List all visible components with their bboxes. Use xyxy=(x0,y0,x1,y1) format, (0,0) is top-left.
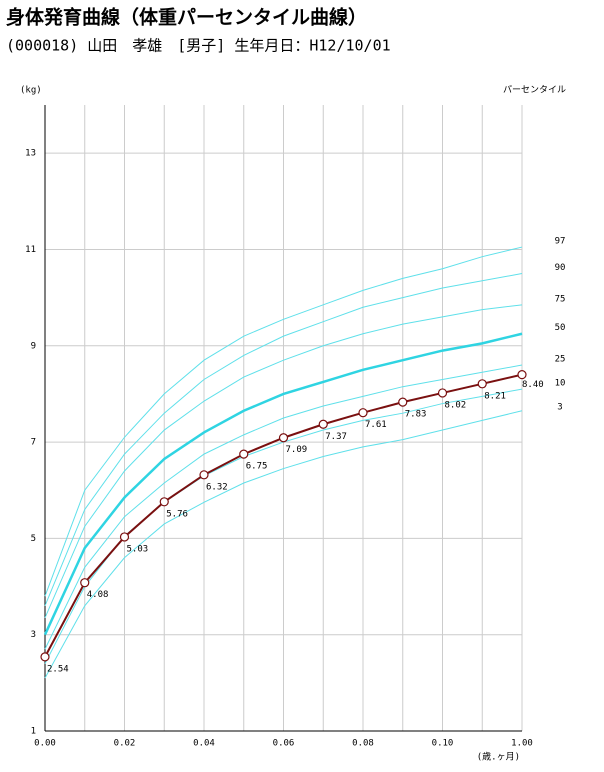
data-point xyxy=(398,397,408,407)
x-tick-label: 0.00 xyxy=(34,739,56,749)
data-label: 7.83 xyxy=(405,410,427,420)
data-point xyxy=(80,578,90,588)
data-label: 5.76 xyxy=(166,509,188,519)
percentile-line xyxy=(44,364,523,650)
data-point xyxy=(358,408,368,418)
data-label: 8.40 xyxy=(522,380,544,390)
y-tick-label: 7 xyxy=(31,438,36,448)
percentile-line xyxy=(44,410,523,679)
chart-title: 身体発育曲線（体重パーセンタイル曲線） xyxy=(6,6,367,29)
x-tick-label: 0.04 xyxy=(193,739,215,749)
chart-subtitle: (000018) 山田 孝雄 [男子] 生年月日：H12/10/01 xyxy=(6,37,391,55)
legend-label: 50 xyxy=(555,323,566,333)
legend-label: 10 xyxy=(555,379,566,389)
data-point xyxy=(239,449,249,459)
data-point xyxy=(517,370,527,380)
data-label: 6.32 xyxy=(206,482,228,492)
y-tick-label: 11 xyxy=(25,245,36,255)
data-label: 8.02 xyxy=(445,400,467,410)
percentile-line xyxy=(44,246,523,597)
data-label: 7.37 xyxy=(325,432,347,442)
data-point xyxy=(278,433,289,443)
legend-label: 25 xyxy=(555,355,566,365)
data-point xyxy=(199,470,209,480)
data-point xyxy=(40,652,50,662)
x-tick-label: 0.08 xyxy=(352,739,374,749)
x-tick-label: 0.06 xyxy=(273,739,295,749)
data-label: 6.75 xyxy=(246,462,268,472)
percentile-line xyxy=(43,332,523,636)
legend-label: 3 xyxy=(557,403,562,413)
percentile-line xyxy=(44,273,523,606)
legend-label: 75 xyxy=(555,294,566,304)
data-label: 4.08 xyxy=(87,590,109,600)
data-point xyxy=(119,532,130,542)
data-point xyxy=(159,497,169,507)
x-tick-label: 0.02 xyxy=(114,739,136,749)
data-label: 8.21 xyxy=(484,391,506,401)
y-tick-label: 13 xyxy=(25,149,36,159)
legend-label: 97 xyxy=(555,237,566,247)
x-tick-label: 0.10 xyxy=(432,739,454,749)
data-label: 5.03 xyxy=(127,544,149,554)
legend-title: パーセンタイル xyxy=(503,85,566,96)
y-tick-label: 1 xyxy=(31,727,36,737)
data-point xyxy=(477,379,487,389)
data-label: 2.54 xyxy=(47,664,69,674)
legend-label: 90 xyxy=(555,263,566,273)
percentile-line xyxy=(44,304,523,619)
y-tick-label: 3 xyxy=(31,630,36,640)
data-point xyxy=(318,419,328,429)
y-axis-label: (kg) xyxy=(20,86,42,96)
y-tick-label: 5 xyxy=(31,534,36,544)
x-axis-label: (歳.ヶ月) xyxy=(477,751,520,763)
y-tick-label: 9 xyxy=(31,341,36,351)
data-point xyxy=(437,388,448,398)
data-label: 7.61 xyxy=(365,420,387,430)
x-tick-label: 1.00 xyxy=(511,739,533,749)
data-label: 7.09 xyxy=(286,445,308,455)
